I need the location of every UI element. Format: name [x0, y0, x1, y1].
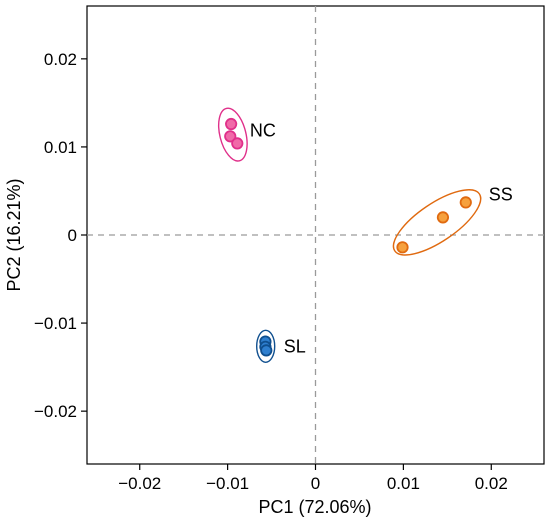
x-tick-label: 0.02 — [475, 474, 508, 493]
y-tick-label: 0.02 — [44, 50, 77, 69]
point-nc-1 — [225, 117, 238, 131]
x-tick-label: 0 — [311, 474, 320, 493]
point-nc-2 — [224, 130, 237, 143]
group-ellipses — [217, 107, 482, 363]
y-tick-label: −0.02 — [34, 402, 77, 421]
y-axis-ticks: −0.02 −0.01 0 0.01 0.02 — [34, 50, 87, 421]
point-nc-3 — [231, 137, 244, 150]
ellipse-ss — [392, 189, 482, 256]
ellipse-sl — [255, 329, 276, 363]
group-labels: NC SS SL — [250, 121, 513, 357]
point-ss-3 — [459, 196, 472, 209]
ellipse-nc — [217, 107, 248, 162]
group-label-sl: SL — [284, 336, 306, 356]
y-tick-label: 0 — [68, 226, 77, 245]
group-label-ss: SS — [489, 184, 513, 204]
group-label-nc: NC — [250, 121, 276, 141]
x-axis-ticks: −0.02 −0.01 0 0.01 0.02 — [118, 464, 508, 493]
x-axis-label: PC1 (72.06%) — [258, 497, 371, 517]
zero-lines — [87, 6, 544, 464]
y-tick-label: −0.01 — [34, 314, 77, 333]
y-axis-label: PC2 (16.21%) — [4, 178, 24, 291]
point-ss-2 — [436, 211, 450, 224]
x-tick-label: −0.02 — [118, 474, 161, 493]
point-sl-3 — [260, 344, 273, 357]
x-tick-label: −0.01 — [206, 474, 249, 493]
x-tick-label: 0.01 — [387, 474, 420, 493]
data-points — [224, 117, 472, 357]
point-ss-1 — [396, 241, 409, 254]
y-tick-label: 0.01 — [44, 138, 77, 157]
